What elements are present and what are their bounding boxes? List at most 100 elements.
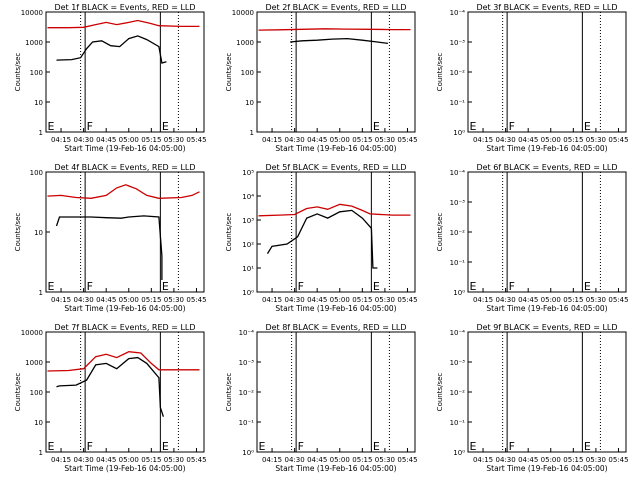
x-tick-label: 04:30 [74,456,94,464]
x-tick-label: 05:45 [608,136,628,144]
plot-frame [467,331,627,453]
x-tick-label: 05:00 [119,136,139,144]
y-tick-label: 10000 [232,9,254,17]
x-tick-label: 05:45 [186,296,206,304]
y-tick-label: 10⁻³ [450,359,466,367]
x-tick-label: 05:45 [397,296,417,304]
y-axis-label: Counts/sec [436,373,444,412]
y-tick-label: 10 [245,99,254,107]
x-tick-label: 05:30 [164,296,184,304]
y-tick-label: 10⁰ [453,129,465,137]
y-tick-label: 100 [30,69,43,77]
y-axis-label: Counts/sec [14,213,22,252]
x-tick-label: 05:00 [541,456,561,464]
x-tick-label: 05:15 [352,136,372,144]
x-tick-label: 04:30 [285,456,305,464]
x-tick-label: 04:15 [51,136,71,144]
x-tick-label: 05:30 [586,456,606,464]
x-tick-label: 05:15 [352,456,372,464]
panel-3: Det 3f BLACK = Events, RED = LLD 10⁰ 10⁻¹ 1… [436,3,629,153]
y-tick-label: 10⁻² [450,389,466,397]
x-tick-label: 05:15 [563,136,583,144]
y-tick-label: 10⁻⁴ [450,329,466,337]
panel-9: Det 9f BLACK = Events, RED = LLD 10⁰ 10⁻¹ 1… [436,323,629,473]
y-tick-label: 10⁻³ [239,359,255,367]
x-tick-label: 05:45 [608,296,628,304]
flag-e: E [48,280,55,293]
x-tick-label: 04:45 [518,136,538,144]
plot-frame [45,171,205,293]
x-tick-label: 05:45 [608,456,628,464]
x-tick-label: 04:15 [473,136,493,144]
panel-title: Det 6f BLACK = Events, RED = LLD [476,163,617,172]
panel-8: Det 8f BLACK = Events, RED = LLD 10⁰ 10⁻¹ 1… [225,323,418,473]
y-tick-label: 100 [30,389,43,397]
x-tick-label: 05:30 [164,136,184,144]
x-tick-label: 05:45 [186,456,206,464]
y-tick-label: 1000 [25,359,43,367]
panel-title: Det 8f BLACK = Events, RED = LLD [265,323,406,332]
flag-e: E [373,440,380,453]
x-tick-label: 04:45 [307,456,327,464]
y-axis-label: Counts/sec [436,53,444,92]
y-tick-label: 10⁻² [450,69,466,77]
x-tick-label: 05:30 [586,296,606,304]
panel-7: Det 7f BLACK = Events, RED = LLD 1 10 100 10… [14,323,207,473]
y-tick-label: 10000 [21,9,43,17]
panel-5: Det 5f BLACK = Events, RED = LLD 10⁰ 10¹ 10… [225,163,418,313]
flag-e: E [48,120,55,133]
lld-line [258,203,411,217]
y-tick-label: 100 [30,169,43,177]
events-line [56,356,165,417]
y-tick-label: 10 [34,99,43,107]
x-tick-label: 05:15 [141,296,161,304]
x-tick-label: 05:15 [141,136,161,144]
y-tick-label: 10⁻⁴ [450,9,466,17]
y-tick-label: 100 [241,69,254,77]
x-tick-label: 05:45 [397,136,417,144]
flag-e: E [373,280,380,293]
y-tick-label: 10⁻⁴ [450,169,466,177]
panel-1: Det 1f BLACK = Events, RED = LLD 1 10 100 10… [14,3,207,153]
y-tick-label: 10⁰ [453,449,465,457]
x-tick-label: 04:45 [96,456,116,464]
y-tick-label: 10⁻² [239,389,255,397]
x-axis-label: Start Time (19-Feb-16 04:05:00) [486,464,607,473]
y-tick-label: 10⁻¹ [450,99,466,107]
panel-title: Det 2f BLACK = Events, RED = LLD [265,3,406,12]
x-axis-label: Start Time (19-Feb-16 04:05:00) [486,304,607,313]
x-tick-label: 05:15 [141,456,161,464]
plot-frame [256,171,416,293]
x-tick-label: 05:15 [563,456,583,464]
x-tick-label: 04:30 [285,136,305,144]
plot-frame [45,331,205,453]
flag-e: E [470,120,477,133]
y-tick-label: 10⁴ [242,193,254,201]
x-tick-label: 05:30 [375,456,395,464]
y-tick-label: 1 [39,449,43,457]
x-tick-label: 04:30 [74,136,94,144]
y-tick-label: 10⁻¹ [450,259,466,267]
flag-e: E [48,440,55,453]
events-line [266,209,378,269]
y-tick-label: 1 [39,129,43,137]
y-tick-label: 1 [250,129,254,137]
x-tick-label: 05:00 [119,296,139,304]
events-line [55,215,163,280]
flag-e: E [584,120,591,133]
x-tick-label: 04:45 [96,136,116,144]
y-axis-label: Counts/sec [225,213,233,252]
x-tick-label: 04:30 [496,136,516,144]
y-tick-label: 1 [39,289,43,297]
x-axis-label: Start Time (19-Feb-16 04:05:00) [275,144,396,153]
x-tick-label: 05:30 [375,136,395,144]
y-tick-label: 10⁻³ [450,39,466,47]
y-axis-label: Counts/sec [225,53,233,92]
x-tick-label: 04:15 [262,296,282,304]
x-tick-label: 05:30 [164,456,184,464]
x-tick-label: 05:00 [330,456,350,464]
panel-2: Det 2f BLACK = Events, RED = LLD 1 10 100 10… [225,3,418,153]
y-tick-label: 10⁻¹ [239,419,255,427]
x-axis-label: Start Time (19-Feb-16 04:05:00) [275,304,396,313]
